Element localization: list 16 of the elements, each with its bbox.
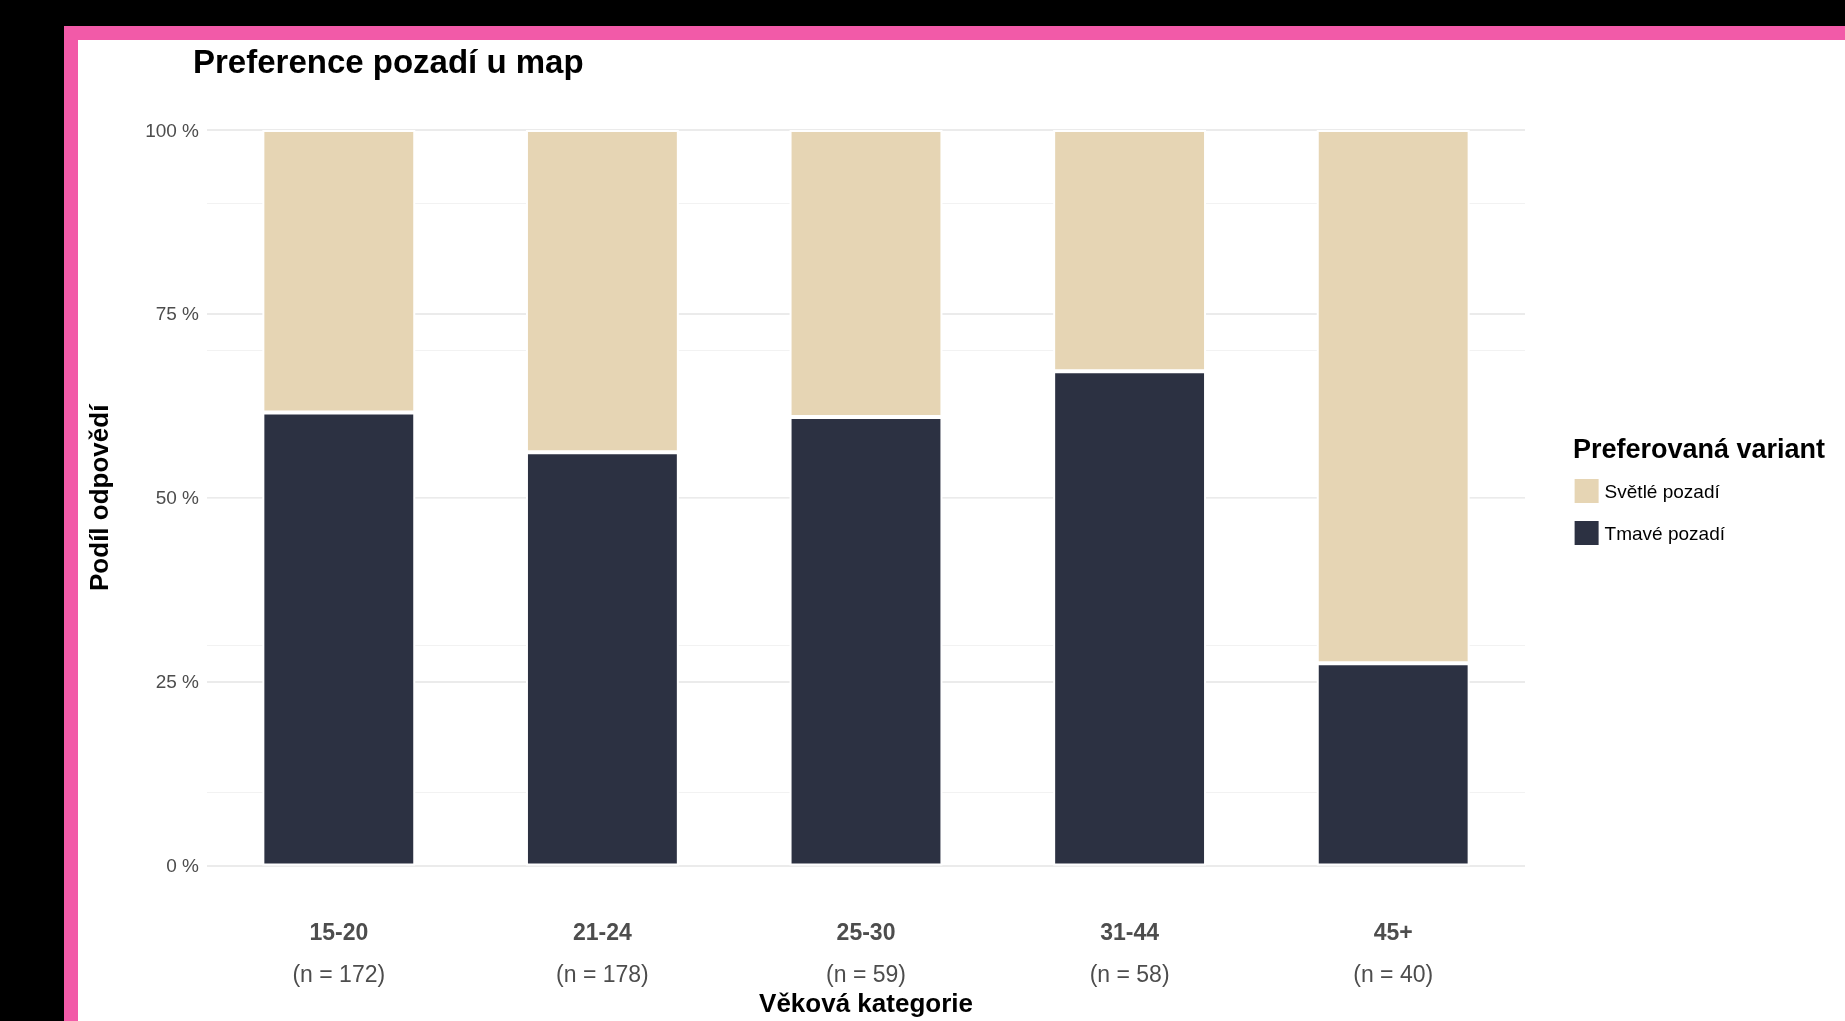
y-tick-label: 50 %	[155, 487, 200, 509]
x-axis-title: Věková kategorie	[759, 988, 973, 1018]
legend-label: Tmavé pozadí	[1604, 522, 1726, 544]
x-tick-label: 45+ (n = 40)	[1353, 918, 1434, 987]
x-tick-label: 25-30 (n = 59)	[826, 918, 906, 987]
legend-title: Preferovaná variant	[1572, 433, 1826, 464]
y-axis-title: Podíl odpovědí	[84, 403, 114, 591]
legend-label: Světlé pozadí	[1604, 480, 1721, 502]
x-tick-label: 21-24 (n = 178)	[556, 918, 649, 987]
chart-title: Preference pozadí u map	[193, 43, 584, 80]
y-tick-label: 100 %	[145, 119, 200, 141]
y-tick-label: 0 %	[166, 855, 200, 877]
x-tick-label: 31-44 (n = 58)	[1089, 918, 1170, 987]
x-tick-label: 15-20 (n = 172)	[292, 918, 386, 987]
y-tick-label: 75 %	[155, 303, 200, 325]
y-tick-label: 25 %	[155, 671, 200, 693]
